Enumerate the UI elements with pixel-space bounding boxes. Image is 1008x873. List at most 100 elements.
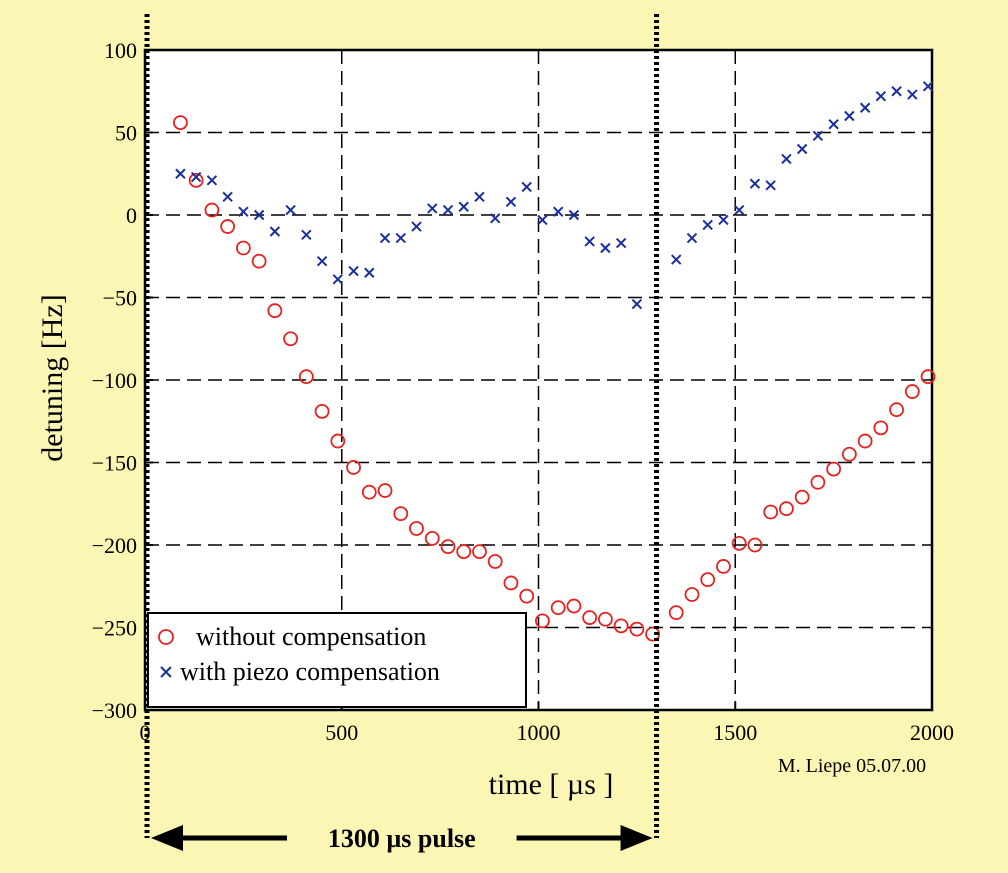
- data-point-without-compensation: [550, 600, 566, 616]
- data-point-without-compensation: [188, 172, 204, 188]
- data-point-without-compensation: [794, 489, 810, 505]
- legend-box: [147, 612, 527, 708]
- y-tick-label: −300: [92, 698, 137, 723]
- pulse-label: 1300 µs pulse: [328, 824, 476, 853]
- data-point-with-piezo-compensation: [175, 168, 186, 179]
- data-point-with-piezo-compensation: [781, 153, 792, 165]
- data-point-with-piezo-compensation: [301, 229, 312, 241]
- data-point-with-piezo-compensation: [490, 213, 501, 224]
- data-point-without-compensation: [503, 575, 519, 591]
- data-point-without-compensation: [597, 611, 613, 627]
- data-point-without-compensation: [267, 303, 283, 319]
- data-point-with-piezo-compensation: [631, 298, 643, 310]
- data-point-without-compensation: [763, 504, 779, 520]
- data-point-with-piezo-compensation: [222, 191, 233, 203]
- x-tick-label: 2000: [910, 720, 954, 745]
- data-point-with-piezo-compensation: [474, 191, 485, 203]
- data-point-with-piezo-compensation: [395, 232, 406, 244]
- data-point-with-piezo-compensation: [206, 175, 218, 186]
- data-point-without-compensation: [779, 501, 794, 517]
- data-point-without-compensation: [204, 202, 220, 218]
- legend-marker-x: [160, 666, 172, 678]
- data-point-without-compensation: [716, 559, 731, 574]
- y-tick-label: −150: [92, 451, 137, 476]
- data-point-without-compensation: [472, 544, 487, 559]
- y-tick-label: −250: [92, 616, 137, 641]
- data-point-without-compensation: [535, 613, 550, 629]
- data-point-with-piezo-compensation: [600, 242, 611, 254]
- x-axis-label: time [ µs ]: [489, 768, 614, 801]
- data-point-without-compensation: [904, 384, 920, 399]
- data-point-with-piezo-compensation: [749, 178, 761, 189]
- data-point-without-compensation: [668, 605, 684, 621]
- x-tick-labels: 0 500 1000 1500 2000: [140, 702, 954, 745]
- y-tick-label: 0: [126, 203, 137, 228]
- data-point-with-piezo-compensation: [427, 203, 438, 214]
- data-point-with-piezo-compensation: [584, 236, 595, 247]
- data-point-with-piezo-compensation: [190, 171, 202, 183]
- signature-annotation: M. Liepe 05.07.00: [778, 755, 926, 777]
- data-point-with-piezo-compensation: [332, 274, 344, 285]
- data-point-without-compensation: [173, 115, 188, 130]
- series-without-compensation: [173, 115, 936, 642]
- data-point-without-compensation: [582, 610, 598, 625]
- pulse-arrow-left-head: [151, 825, 183, 851]
- data-point-without-compensation: [645, 626, 661, 642]
- y-tick-label: −100: [92, 368, 137, 393]
- x-tick-label: 500: [325, 720, 358, 745]
- data-point-without-compensation: [841, 446, 857, 462]
- data-point-with-piezo-compensation: [552, 206, 564, 217]
- data-point-with-piezo-compensation: [568, 209, 580, 221]
- data-point-with-piezo-compensation: [922, 81, 934, 92]
- data-point-without-compensation: [920, 369, 936, 385]
- data-point-without-compensation: [409, 521, 424, 536]
- data-point-without-compensation: [424, 531, 440, 546]
- data-point-with-piezo-compensation: [442, 204, 454, 216]
- data-point-without-compensation: [346, 460, 361, 475]
- data-point-without-compensation: [377, 483, 393, 498]
- series-with-piezo-compensation: [175, 81, 934, 310]
- data-point-with-piezo-compensation: [316, 255, 328, 267]
- data-point-with-piezo-compensation: [505, 196, 517, 208]
- data-point-without-compensation: [220, 219, 236, 234]
- data-point-without-compensation: [456, 544, 472, 559]
- y-tick-label: 100: [104, 38, 137, 63]
- pulse-arrow-right-head: [620, 825, 653, 851]
- data-point-without-compensation: [700, 572, 716, 588]
- data-point-without-compensation: [314, 403, 330, 419]
- x-tick-label: 1500: [713, 720, 757, 745]
- data-point-without-compensation: [283, 331, 298, 347]
- data-point-without-compensation: [393, 506, 409, 522]
- data-point-with-piezo-compensation: [521, 181, 532, 193]
- data-point-with-piezo-compensation: [844, 110, 855, 122]
- data-point-without-compensation: [487, 554, 503, 569]
- data-point-without-compensation: [810, 474, 826, 490]
- data-point-with-piezo-compensation: [238, 206, 249, 217]
- data-point-without-compensation: [873, 420, 889, 436]
- data-point-with-piezo-compensation: [686, 232, 698, 244]
- data-point-without-compensation: [889, 402, 904, 418]
- data-point-with-piezo-compensation: [364, 267, 375, 278]
- data-point-without-compensation: [519, 588, 535, 604]
- data-point-with-piezo-compensation: [859, 102, 871, 113]
- data-point-with-piezo-compensation: [702, 219, 713, 231]
- y-axis-label: detuning [Hz]: [36, 294, 69, 461]
- data-point-with-piezo-compensation: [828, 119, 839, 130]
- data-point-with-piezo-compensation: [411, 221, 422, 232]
- y-tick-label: 50: [115, 121, 137, 146]
- y-tick-label: −200: [92, 533, 137, 558]
- data-point-with-piezo-compensation: [891, 86, 902, 97]
- data-point-without-compensation: [440, 539, 456, 555]
- data-point-without-compensation: [857, 433, 873, 449]
- data-point-without-compensation: [361, 484, 377, 500]
- data-point-without-compensation: [826, 461, 842, 477]
- data-point-with-piezo-compensation: [718, 214, 729, 226]
- data-point-without-compensation: [747, 537, 763, 553]
- data-point-with-piezo-compensation: [875, 90, 887, 102]
- legend: without compensation with piezo compensat…: [147, 612, 527, 708]
- data-point-with-piezo-compensation: [253, 209, 265, 221]
- legend-label: with piezo compensation: [180, 657, 440, 686]
- data-point-with-piezo-compensation: [458, 201, 469, 212]
